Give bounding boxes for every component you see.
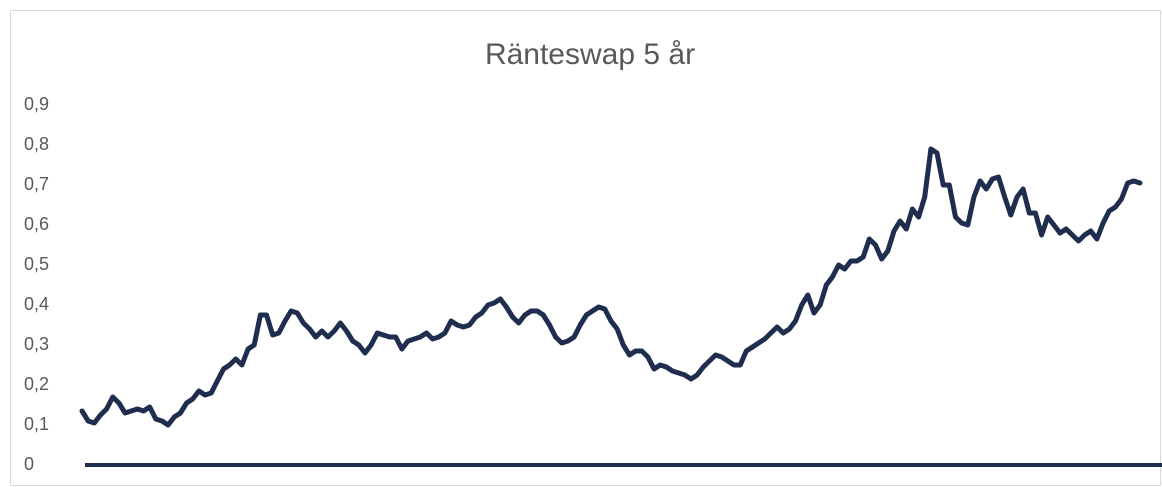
y-tick-label: 0,1 (24, 414, 49, 434)
y-tick-label: 0,9 (24, 94, 49, 114)
y-tick-label: 0,4 (24, 294, 49, 314)
y-tick-label: 0,8 (24, 134, 49, 154)
y-tick-label: 0,7 (24, 174, 49, 194)
y-tick-label: 0,5 (24, 254, 49, 274)
y-tick-label: 0,3 (24, 334, 49, 354)
chart-title: Ränteswap 5 år (485, 38, 695, 71)
y-tick-label: 0,2 (24, 374, 49, 394)
chart-border (10, 10, 1161, 486)
y-tick-label: 0,6 (24, 214, 49, 234)
y-tick-label: 0 (24, 454, 34, 474)
line (79, 146, 1143, 428)
